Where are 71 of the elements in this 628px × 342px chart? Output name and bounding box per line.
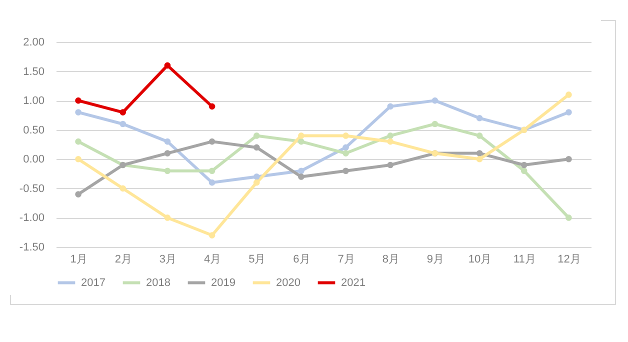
x-tick-label: 2月	[114, 254, 132, 266]
point	[566, 214, 572, 221]
legend-label: 2019	[211, 276, 236, 289]
point	[520, 168, 528, 174]
x-tick-label: 5月	[248, 254, 266, 266]
point	[164, 138, 171, 145]
point	[476, 150, 483, 156]
legend-label: 2017	[81, 276, 106, 289]
point	[520, 162, 528, 168]
point	[75, 109, 82, 116]
point	[387, 138, 394, 145]
y-tick-label: 1.00	[23, 95, 44, 108]
point	[476, 114, 483, 122]
point	[75, 191, 82, 198]
point	[208, 138, 216, 145]
legend-label: 2021	[341, 276, 366, 289]
point	[75, 156, 82, 162]
point	[208, 179, 216, 186]
point	[208, 168, 216, 174]
y-tick-label: 2.00	[23, 36, 44, 48]
point	[342, 150, 349, 156]
point	[387, 132, 394, 139]
legend-label: 2020	[276, 276, 300, 289]
y-tick-label: 0.00	[23, 154, 44, 166]
x-tick-label: 1月	[70, 254, 88, 266]
x-tick-label: 11月	[513, 254, 536, 266]
y-tick-label: -1.50	[19, 242, 44, 254]
point	[476, 132, 483, 139]
x-tick-label: 9月	[426, 254, 444, 266]
point	[566, 92, 572, 98]
point	[342, 144, 349, 151]
point	[476, 156, 483, 162]
point	[120, 185, 126, 192]
point	[298, 138, 304, 145]
x-tick-label: 4月	[204, 254, 222, 266]
x-tick-label: 3月	[159, 254, 177, 266]
point	[120, 109, 126, 116]
point	[208, 232, 216, 238]
y-tick-label: -1.00	[19, 212, 44, 224]
x-tick-label: 10月	[468, 254, 492, 266]
point	[208, 103, 216, 110]
point	[298, 132, 304, 139]
point	[253, 179, 260, 186]
point	[566, 156, 572, 162]
point	[164, 62, 171, 69]
x-tick-label: 6月	[293, 254, 310, 266]
point	[342, 132, 349, 139]
y-tick-label: 1.50	[23, 66, 44, 78]
point	[387, 162, 394, 168]
point	[432, 120, 438, 128]
x-tick-label: 8月	[382, 254, 400, 266]
point	[164, 150, 171, 156]
point	[342, 168, 349, 174]
point	[253, 132, 260, 139]
point	[253, 174, 260, 180]
point	[75, 97, 82, 104]
x-tick-label: 7月	[338, 254, 355, 266]
point	[432, 97, 438, 104]
point	[164, 214, 171, 221]
point	[298, 168, 304, 174]
point	[164, 168, 171, 174]
x-tick-label: 12月	[558, 254, 581, 266]
legend-label: 2018	[146, 276, 170, 289]
point	[120, 120, 126, 128]
point	[298, 174, 304, 180]
point	[566, 109, 572, 116]
point	[253, 144, 260, 151]
point	[387, 103, 394, 110]
point	[75, 138, 82, 145]
y-tick-label: -0.50	[19, 182, 44, 195]
y-tick-label: 0.50	[23, 124, 44, 136]
